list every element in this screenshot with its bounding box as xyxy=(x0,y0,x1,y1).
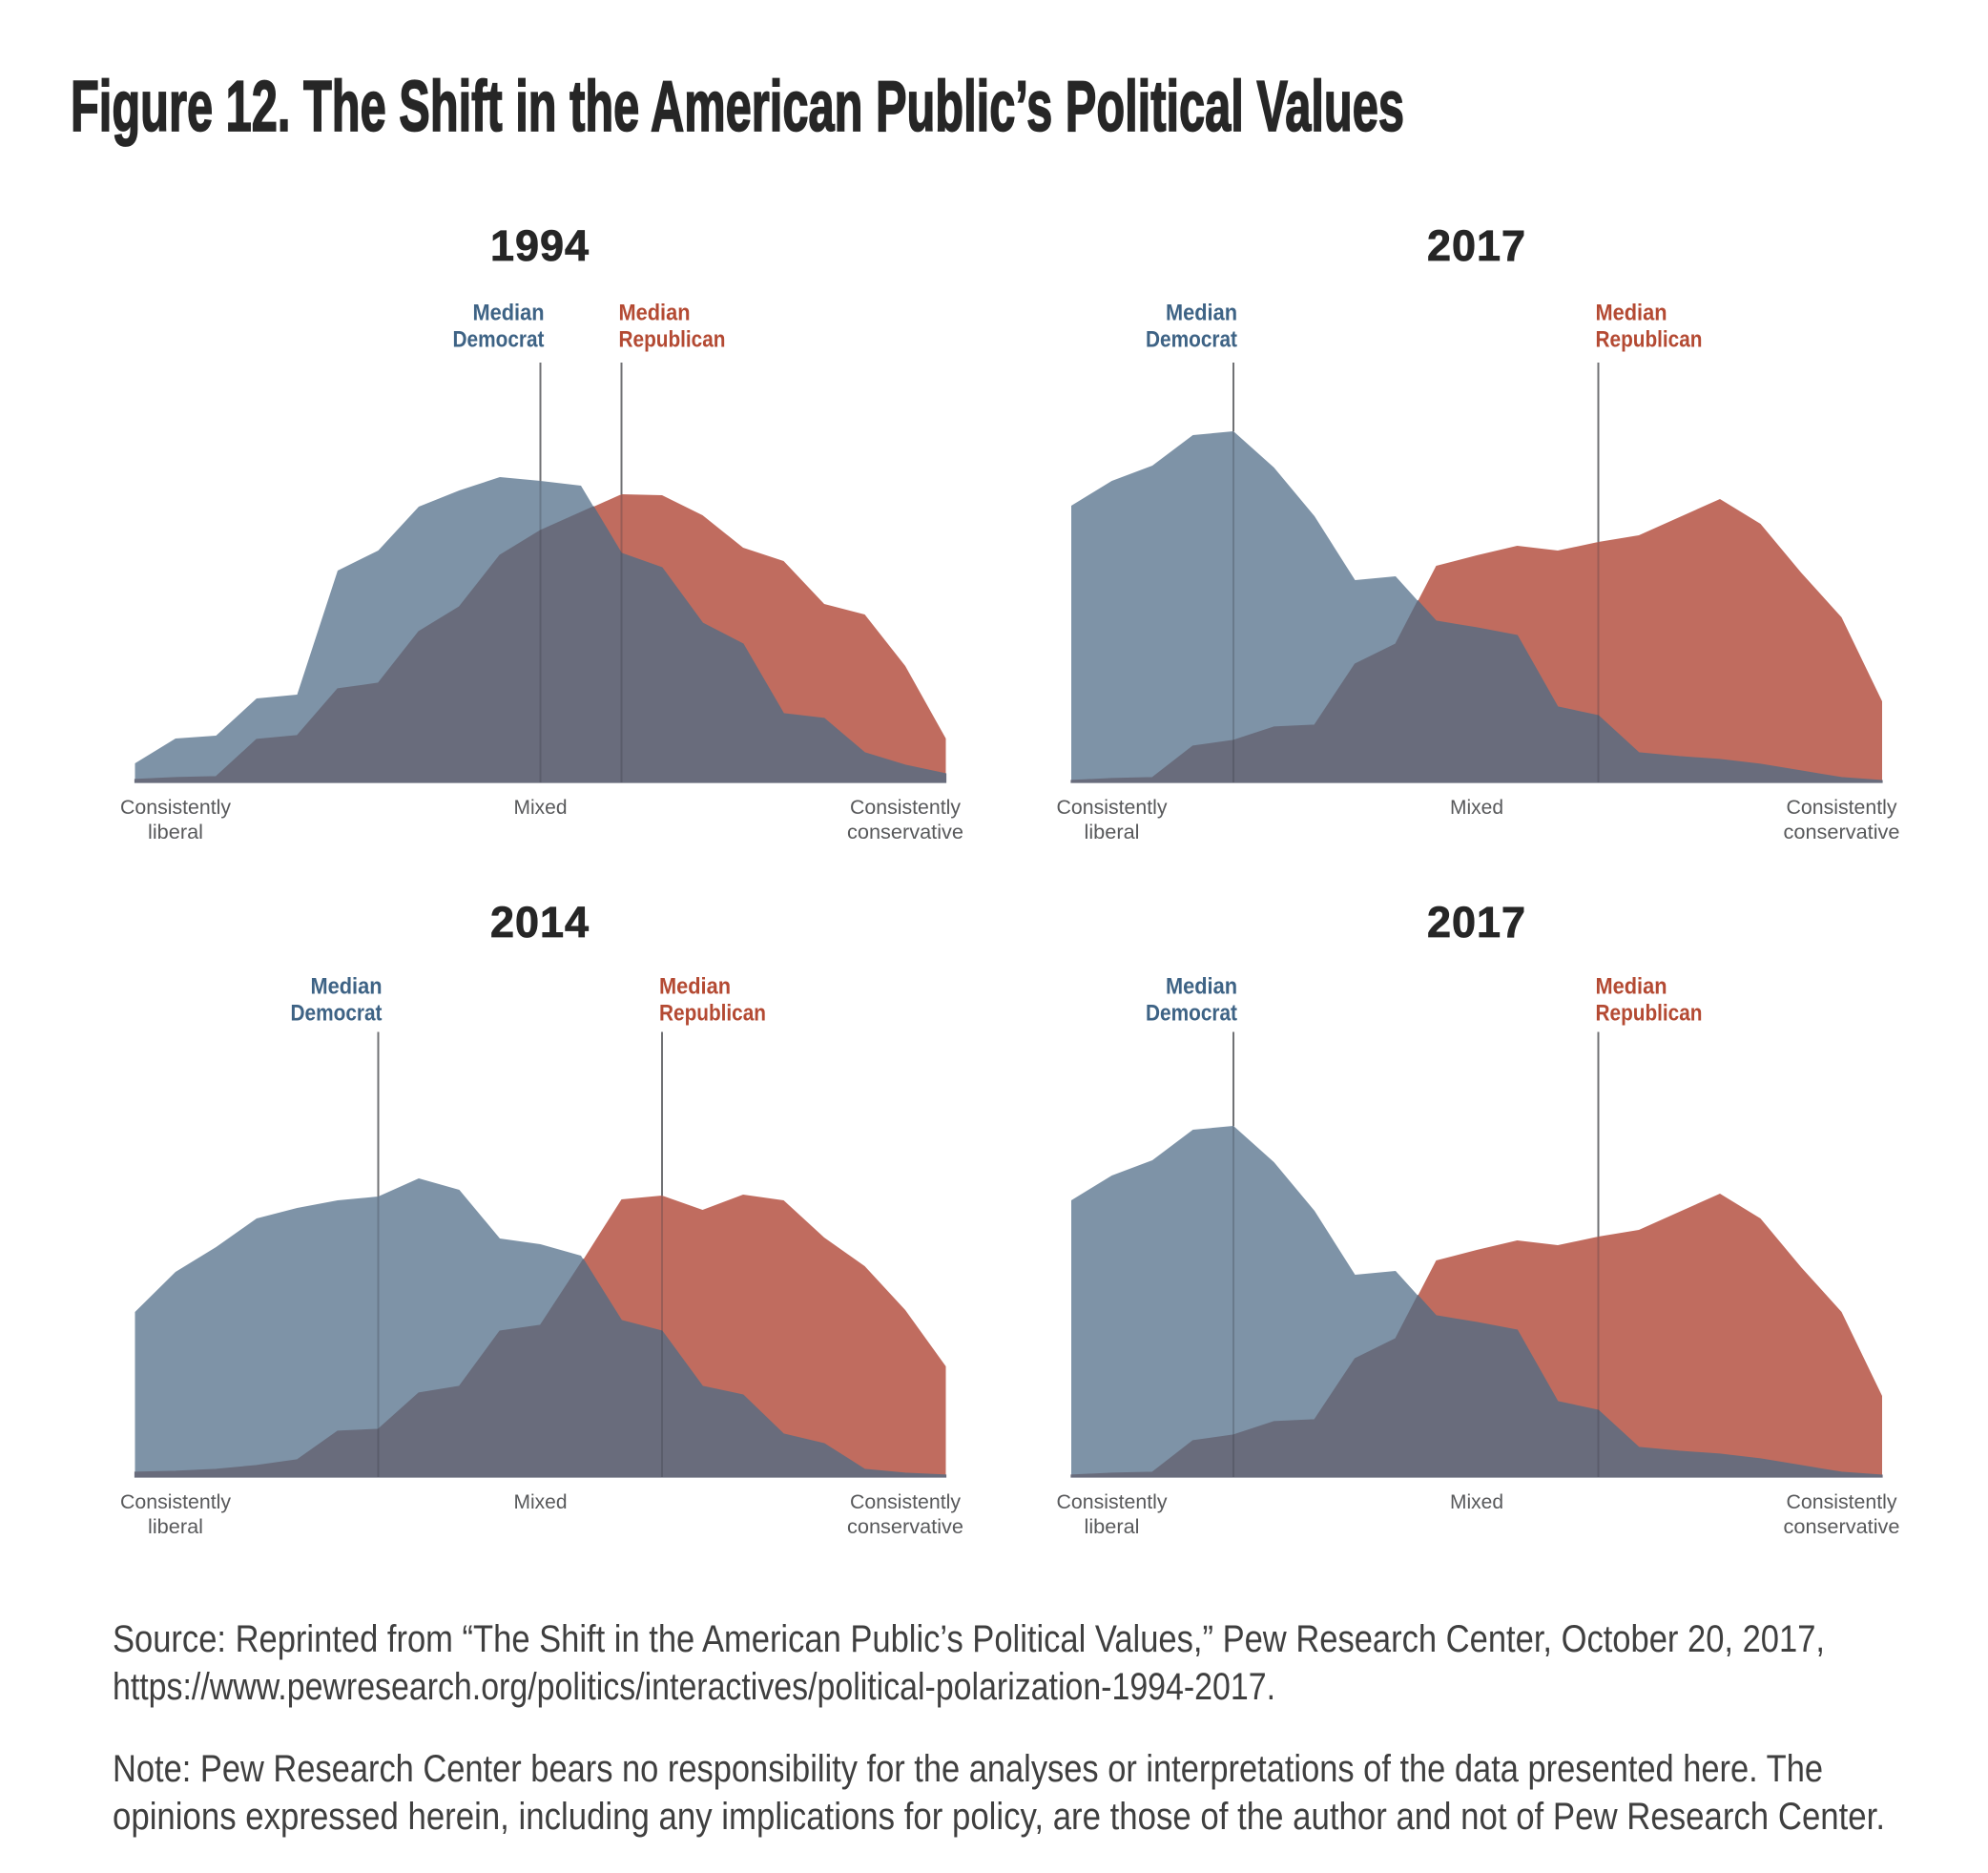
svg-text:Democrat: Democrat xyxy=(453,327,545,353)
svg-text:Republican: Republican xyxy=(619,327,726,353)
svg-text:conservative: conservative xyxy=(1784,1516,1900,1538)
svg-text:Democrat: Democrat xyxy=(291,1001,383,1027)
svg-text:liberal: liberal xyxy=(1085,822,1140,843)
svg-text:Median: Median xyxy=(311,974,383,1000)
svg-text:liberal: liberal xyxy=(1085,1516,1140,1538)
svg-text:https://www.pewresearch.org/po: https://www.pewresearch.org/politics/int… xyxy=(113,1666,1275,1708)
svg-text:liberal: liberal xyxy=(148,1516,203,1538)
svg-text:Median: Median xyxy=(1596,974,1667,1000)
svg-text:Mixed: Mixed xyxy=(514,797,568,819)
svg-text:Consistently: Consistently xyxy=(1057,1491,1168,1513)
svg-text:Mixed: Mixed xyxy=(514,1491,568,1513)
svg-text:Consistently: Consistently xyxy=(1787,797,1897,819)
svg-text:Consistently: Consistently xyxy=(1057,797,1168,819)
svg-text:Median: Median xyxy=(619,301,691,326)
svg-text:conservative: conservative xyxy=(847,822,963,843)
svg-text:Source: Reprinted from “The Sh: Source: Reprinted from “The Shift in the… xyxy=(113,1618,1825,1660)
svg-text:Median: Median xyxy=(1166,974,1237,1000)
svg-text:Democrat: Democrat xyxy=(1146,327,1237,353)
svg-text:Democrat: Democrat xyxy=(1146,1001,1237,1027)
svg-text:Median: Median xyxy=(1166,301,1237,326)
svg-text:Republican: Republican xyxy=(1596,1001,1703,1027)
svg-text:1994: 1994 xyxy=(490,221,590,270)
svg-text:2017: 2017 xyxy=(1427,221,1526,270)
svg-text:Consistently: Consistently xyxy=(1787,1491,1897,1513)
svg-text:2014: 2014 xyxy=(490,898,590,947)
svg-text:Median: Median xyxy=(1596,301,1667,326)
svg-text:Republican: Republican xyxy=(659,1001,766,1027)
svg-text:Median: Median xyxy=(473,301,545,326)
svg-text:Mixed: Mixed xyxy=(1450,1491,1503,1513)
svg-text:Figure 12. The Shift in the Am: Figure 12. The Shift in the American Pub… xyxy=(71,66,1404,146)
svg-text:Consistently: Consistently xyxy=(120,797,231,819)
svg-text:2017: 2017 xyxy=(1427,898,1526,947)
svg-text:Mixed: Mixed xyxy=(1450,797,1503,819)
svg-text:Median: Median xyxy=(659,974,731,1000)
svg-text:conservative: conservative xyxy=(1784,822,1900,843)
svg-text:liberal: liberal xyxy=(148,822,203,843)
svg-text:Consistently: Consistently xyxy=(850,797,961,819)
svg-text:Republican: Republican xyxy=(1596,327,1703,353)
svg-text:Consistently: Consistently xyxy=(850,1491,961,1513)
svg-text:opinions expressed herein, inc: opinions expressed herein, including any… xyxy=(113,1796,1885,1838)
svg-text:Consistently: Consistently xyxy=(120,1491,231,1513)
svg-text:Note: Pew Research Center bear: Note: Pew Research Center bears no respo… xyxy=(113,1748,1823,1790)
svg-text:conservative: conservative xyxy=(847,1516,963,1538)
